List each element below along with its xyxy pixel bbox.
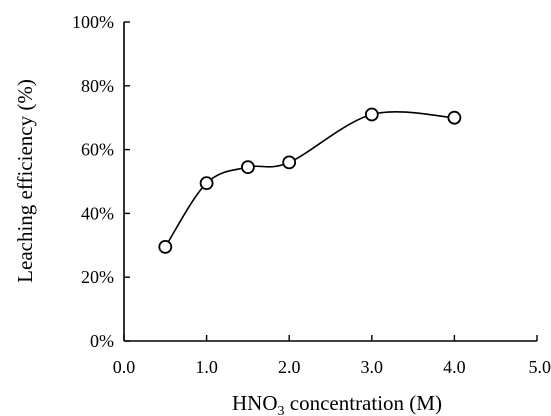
y-tick-group: 0% 20% 40% 60% 80% 100% [72, 12, 130, 351]
data-point [364, 107, 379, 122]
plot-area: 0% 20% 40% 60% 80% 100% 0.0 1.0 2.0 3.0 4.0 5.0 [72, 12, 551, 377]
x-tick-label: 3.0 [361, 357, 384, 377]
x-axis-title-subscript: 3 [278, 404, 285, 416]
x-tick-label: 1.0 [195, 357, 218, 377]
x-tick-label: 2.0 [278, 357, 301, 377]
y-axis-title: Leaching efficiency (%) [13, 79, 37, 283]
x-tick-group: 0.0 1.0 2.0 3.0 4.0 5.0 [113, 335, 551, 377]
x-tick-label: 0.0 [113, 357, 136, 377]
y-tick-label: 20% [81, 267, 114, 287]
y-tick-label: 80% [81, 76, 114, 96]
x-tick-label: 5.0 [529, 357, 551, 377]
data-point [240, 160, 255, 175]
marker-group [158, 107, 462, 254]
y-tick-label: 0% [90, 331, 114, 351]
x-tick-label: 4.0 [443, 357, 466, 377]
data-point [282, 155, 297, 170]
data-point [158, 239, 173, 254]
x-axis-title-rest: concentration (M) [285, 391, 442, 415]
y-tick-label: 60% [81, 140, 114, 160]
data-point [199, 176, 214, 190]
y-tick-label: 40% [81, 203, 114, 223]
x-axis-title: HNO3 concentration (M) [232, 391, 442, 416]
y-tick-label: 100% [72, 12, 114, 32]
data-point [447, 110, 462, 125]
x-axis-title-main: HNO [232, 391, 278, 415]
